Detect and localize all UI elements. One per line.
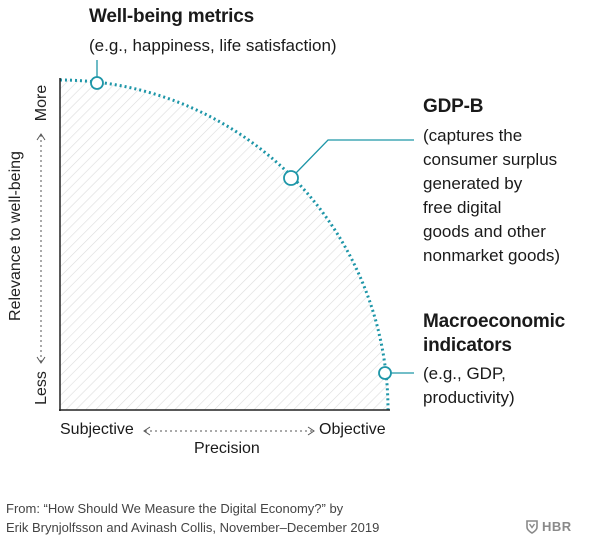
wellbeing-marker: [90, 76, 104, 90]
macro-title-line: Macroeconomic: [423, 311, 566, 332]
gdpb-connector: [295, 139, 414, 174]
wellbeing-title: Well-being metrics: [89, 6, 254, 27]
macro-marker: [378, 366, 392, 380]
wellbeing-desc: (e.g., happiness, life satisfaction): [89, 36, 337, 55]
macro-desc-line: productivity): [423, 388, 515, 407]
source-line-2: Erik Brynjolfsson and Avinash Collis, No…: [6, 520, 380, 535]
gdpb-marker: [283, 170, 299, 186]
frontier-curve: [59, 78, 390, 411]
gdpb-desc-line: consumer surplus: [423, 150, 558, 169]
y-axis-label: Relevance to well-being: [7, 151, 24, 321]
x-axis-label: Precision: [194, 440, 260, 457]
y-axis-high: More: [33, 85, 50, 122]
shield-icon: [526, 519, 538, 534]
gdpb-desc-line: (captures the: [423, 126, 523, 145]
frontier-area: [60, 80, 388, 410]
y-axis-low: Less: [33, 371, 50, 405]
x-axis-low: Subjective: [60, 421, 134, 438]
source-line-1: From: “How Should We Measure the Digital…: [6, 501, 344, 516]
gdpb-desc-line: nonmarket goods): [423, 246, 561, 265]
hbr-logo: HBR: [526, 519, 572, 534]
gdpb-desc-line: free digital: [423, 198, 502, 217]
gdpb-title: GDP-B: [423, 96, 484, 117]
brand-label: HBR: [542, 519, 572, 534]
macro-desc-line: (e.g., GDP,: [423, 364, 506, 383]
x-axis-high: Objective: [319, 421, 386, 438]
macro-title-line: indicators: [423, 335, 512, 356]
gdpb-desc-line: goods and other: [423, 222, 546, 241]
gdpb-desc-line: generated by: [423, 174, 523, 193]
